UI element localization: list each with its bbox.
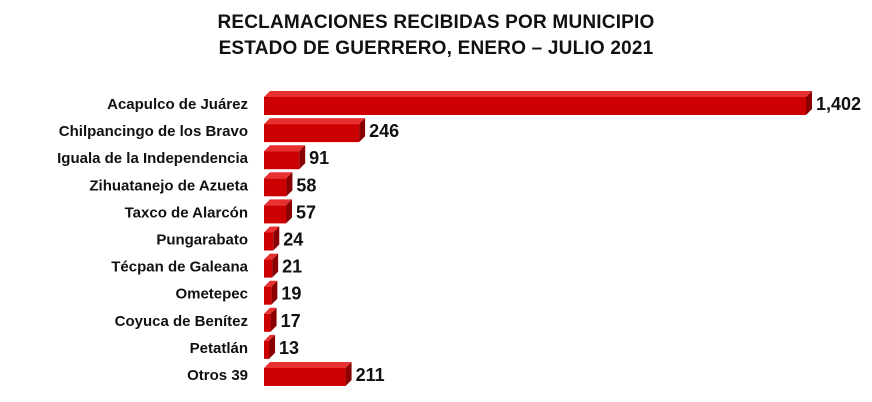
- bar-top: [264, 145, 306, 152]
- bar-top: [264, 362, 352, 368]
- bar-top: [264, 253, 279, 260]
- bar-group: [264, 226, 280, 251]
- data-label: 91: [309, 148, 329, 168]
- bar: [264, 286, 272, 305]
- category-label: Coyuca de Benítez: [115, 313, 248, 330]
- data-label: 21: [282, 257, 302, 277]
- bar: [264, 205, 287, 224]
- bar: [264, 151, 300, 170]
- category-label: Ometepec: [175, 286, 248, 303]
- bar-group: [264, 280, 278, 305]
- bar-side: [269, 334, 276, 359]
- bar-side: [299, 145, 306, 170]
- bar: [264, 232, 274, 251]
- bar-top: [264, 334, 276, 341]
- bar-side: [286, 199, 293, 224]
- category-label: Iguala de la Independencia: [57, 150, 249, 167]
- category-label: Zihuatanejo de Azueta: [89, 177, 248, 194]
- category-label: Taxco de Alarcón: [125, 204, 248, 221]
- category-label: Técpan de Galeana: [111, 259, 248, 276]
- bar-side: [271, 280, 278, 305]
- bar: [264, 97, 806, 115]
- category-label: Petatlán: [190, 340, 248, 357]
- bar-side: [270, 307, 277, 332]
- bar: [264, 124, 360, 143]
- bar-group: [264, 334, 276, 359]
- chart-subtitle: ESTADO DE GUERRERO, ENERO – JULIO 2021: [218, 38, 654, 59]
- bar: [264, 178, 287, 197]
- category-label: Chilpancingo de los Bravo: [59, 123, 248, 140]
- bar-group: [264, 118, 366, 143]
- data-label: 17: [281, 311, 301, 331]
- data-label: 19: [281, 284, 301, 304]
- bar-group: [264, 362, 352, 386]
- bar-side: [345, 362, 352, 386]
- data-label: 24: [283, 230, 303, 250]
- bar-group: [264, 145, 306, 170]
- data-label: 57: [296, 202, 316, 222]
- bar-group: [264, 199, 293, 224]
- bar-group: [264, 91, 812, 115]
- bar-group: [264, 307, 277, 332]
- bar-group: [264, 172, 293, 197]
- bar: [264, 313, 271, 332]
- bar-top: [264, 280, 278, 287]
- data-label: 246: [369, 121, 399, 141]
- category-label: Pungarabato: [156, 232, 248, 249]
- bar-top: [264, 307, 277, 314]
- bar-top: [264, 118, 366, 125]
- data-label: 13: [279, 338, 299, 358]
- bar-side: [806, 91, 812, 115]
- bar-group: [264, 253, 279, 278]
- bar-top: [264, 91, 812, 97]
- bar-side: [359, 118, 366, 143]
- bar-side: [273, 226, 280, 251]
- bar-side: [272, 253, 279, 278]
- chart-title: RECLAMACIONES RECIBIDAS POR MUNICIPIO: [217, 12, 655, 33]
- bar-side: [286, 172, 293, 197]
- bar: [264, 368, 346, 386]
- data-label: 211: [356, 365, 385, 385]
- bar-top: [264, 172, 293, 179]
- data-label: 1,402: [816, 94, 861, 114]
- data-label: 58: [296, 175, 316, 195]
- category-label: Acapulco de Juárez: [107, 96, 248, 113]
- bar: [264, 340, 270, 359]
- bar: [264, 259, 273, 278]
- bar-top: [264, 199, 293, 206]
- bar-top: [264, 226, 280, 233]
- category-label: Otros 39: [187, 367, 248, 384]
